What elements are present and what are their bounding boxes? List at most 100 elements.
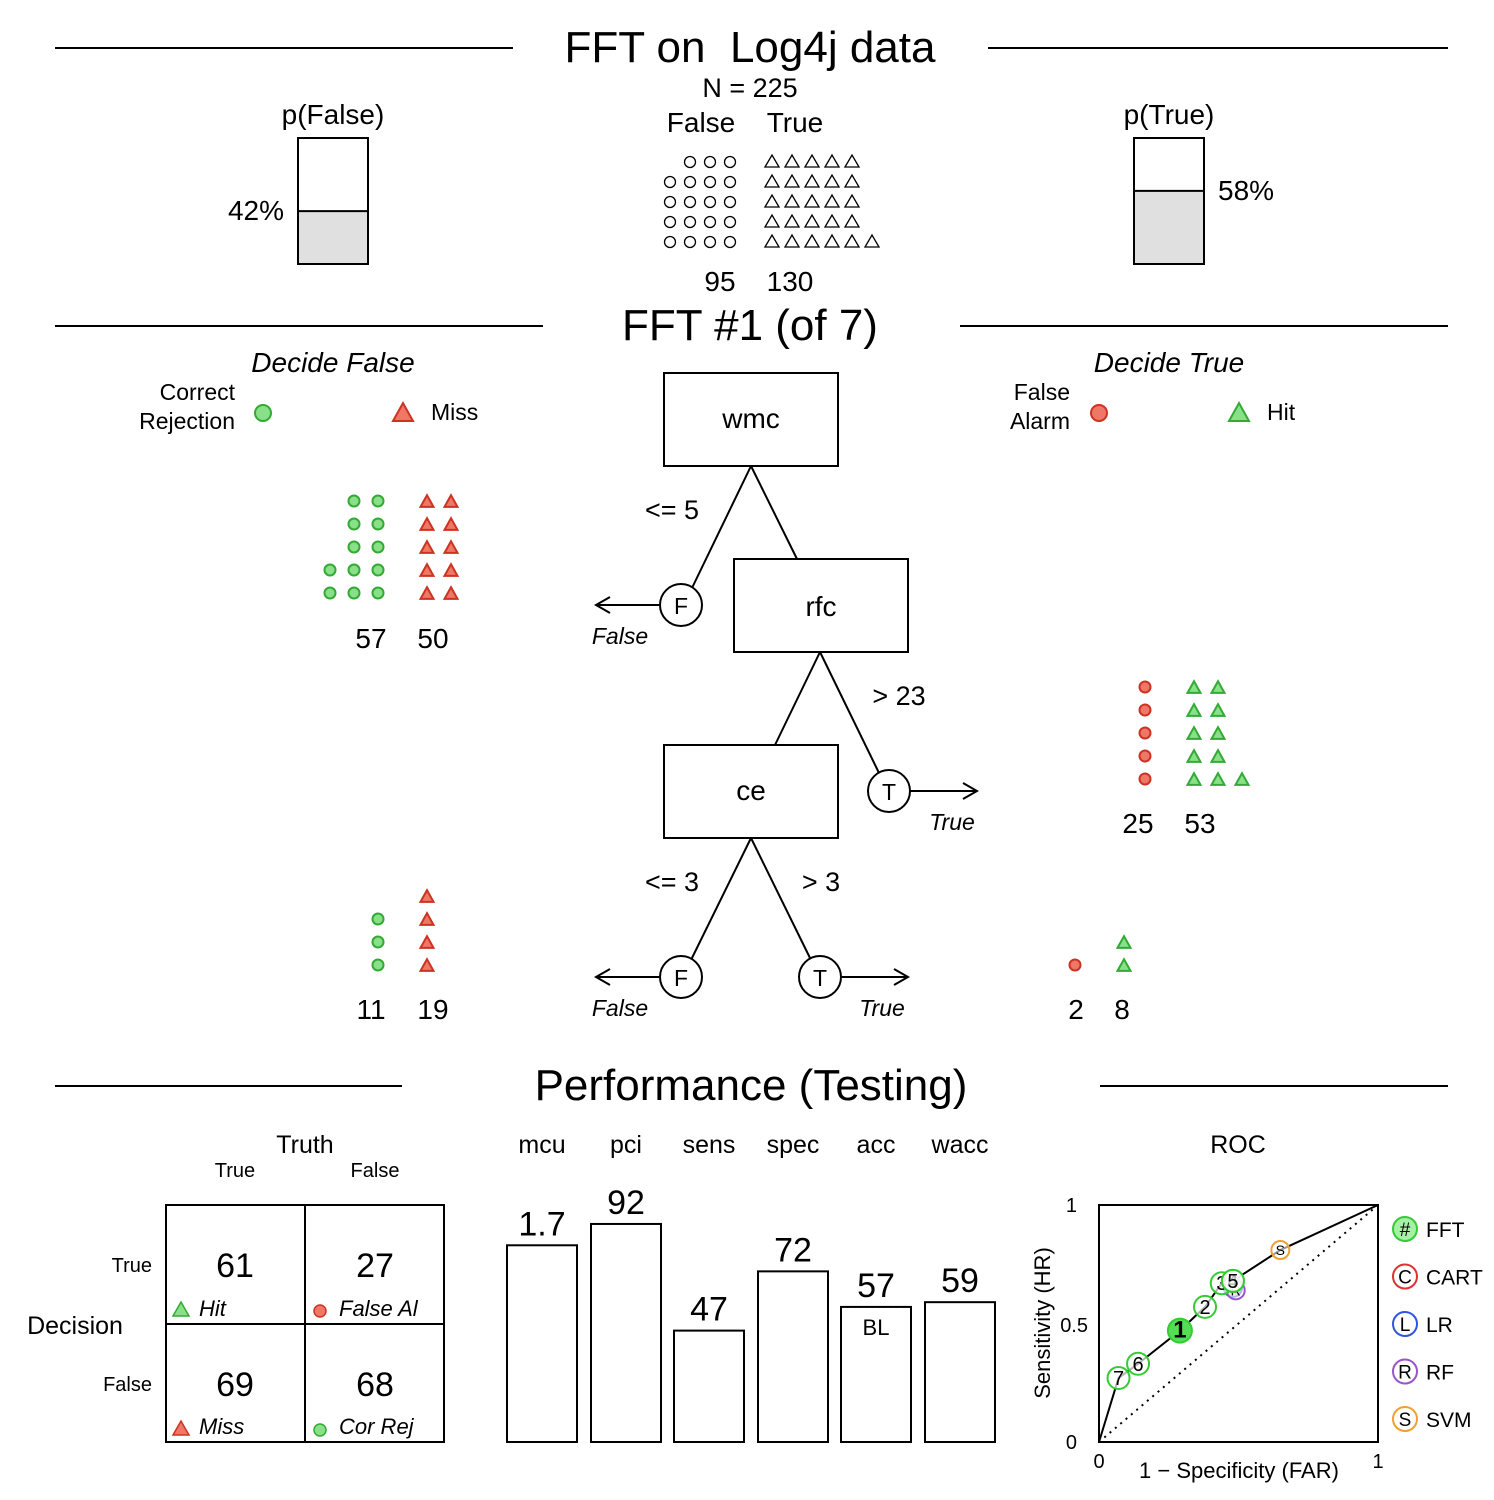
roc-ytick-0: 0 [1066, 1432, 1077, 1454]
true-class-triangle-icon [863, 233, 881, 248]
false-class-circle-icon [723, 235, 737, 249]
roc-xtick-0: 0 [1093, 1451, 1104, 1473]
decide-true-label: Decide True [1094, 347, 1244, 378]
false-class-circle-icon [703, 235, 717, 249]
exit-1-false-circle [659, 583, 703, 627]
cm-hit-label: Hit [199, 1296, 227, 1321]
node-label-wmc: wmc [721, 403, 780, 434]
roc-plot-box [1098, 1204, 1379, 1443]
bar-value-wacc: 59 [941, 1262, 979, 1300]
exit-3-true-letter: T [813, 965, 827, 991]
roc-point-label-svm: S [1276, 1242, 1285, 1258]
hit-icon [1209, 748, 1227, 763]
false-class-circle-icon [663, 215, 677, 229]
bar-header-sens: sens [683, 1131, 736, 1159]
true-class-triangle-icon [843, 153, 861, 168]
bar-acc [840, 1305, 912, 1444]
true-class-triangle-icon [843, 213, 861, 228]
roc-ytick-05: 0.5 [1060, 1315, 1088, 1337]
false-class-circle-icon [723, 155, 737, 169]
bar-header-spec: spec [767, 1131, 820, 1159]
cm-hit-value: 61 [216, 1247, 254, 1285]
false-class-circle-icon [683, 175, 697, 189]
bar-header-pci: pci [610, 1131, 642, 1159]
exit-3-false-label: False [592, 995, 648, 1021]
correct-rejection-icon [371, 494, 385, 508]
true-class-triangle-icon [803, 173, 821, 188]
miss-icon [442, 493, 460, 508]
exit-2-true-letter: T [882, 779, 896, 805]
false-class-circle-icon [703, 195, 717, 209]
exit-3-count-left: 11 [356, 994, 385, 1025]
roc-ytick-1: 1 [1066, 1195, 1077, 1217]
exit-2-count-left: 25 [1122, 808, 1153, 839]
exit-1-count-left: 57 [355, 623, 386, 654]
correct-rejection-icon [371, 935, 385, 949]
main-title: FFT on Log4j data [565, 23, 937, 72]
bar-value-spec: 72 [774, 1231, 812, 1269]
miss-icon [442, 516, 460, 531]
bar-spec [757, 1270, 829, 1443]
true-class-triangle-icon [843, 233, 861, 248]
hit-icon [1233, 771, 1251, 786]
roc-legend-svm-label: SVM [1426, 1409, 1472, 1432]
roc-xlabel: 1 − Specificity (FAR) [1139, 1458, 1339, 1483]
exit-3-count-right: 19 [417, 994, 448, 1025]
roc-legend: # FFT C CART L LR R RF S SVM [1392, 1216, 1483, 1432]
correct-rejection-icon [323, 586, 337, 600]
false-class-circle-icon [683, 215, 697, 229]
roc-point-fft-7 [1106, 1366, 1131, 1391]
miss-icon [418, 934, 436, 949]
exit-2-count-right: 53 [1184, 808, 1215, 839]
hit-icon [1209, 679, 1227, 694]
cond-rfc-true: > 23 [872, 681, 925, 711]
hit-icon [1185, 748, 1203, 763]
exit-2-true-label: True [929, 809, 975, 835]
cm-miss-label: Miss [199, 1414, 244, 1439]
miss-icon [418, 539, 436, 554]
exit-1-count-right: 50 [417, 623, 448, 654]
correct-rejection-icon [371, 586, 385, 600]
roc-diagonal [1098, 1204, 1379, 1443]
roc-point-label-fft-7: 7 [1113, 1368, 1124, 1390]
true-class-triangle-icon [823, 173, 841, 188]
legend-false-alarm: False Alarm [1010, 379, 1070, 434]
roc-legend-svm-symbol: S [1399, 1410, 1412, 1431]
true-class-triangle-icon [783, 173, 801, 188]
false-class-circle-icon [723, 215, 737, 229]
false-class-circle-icon [663, 195, 677, 209]
legend-false-alarm-icon [1090, 404, 1108, 422]
node-label-ce: ce [736, 775, 766, 806]
p-true-label: p(True) [1124, 99, 1215, 130]
false-class-circle-icon [723, 175, 737, 189]
roc-point-fft-5 [1220, 1268, 1245, 1293]
exit-1-false-letter: F [674, 593, 688, 619]
cm-decision-label: Decision [27, 1312, 123, 1340]
roc-legend-lr-icon [1392, 1311, 1418, 1337]
roc-legend-rf-symbol: R [1398, 1363, 1412, 1384]
correct-rejection-icon [347, 540, 361, 554]
exit-2-icon-array [1138, 679, 1251, 786]
node-box-wmc [663, 372, 839, 467]
roc-point-label-fft-6: 6 [1132, 1354, 1143, 1376]
hit-icon [1185, 679, 1203, 694]
legend-correct-rejection: Correct Rejection [139, 379, 235, 434]
cm-cr-label: Cor Rej [339, 1414, 415, 1439]
false-class-circle-icon [683, 195, 697, 209]
roc-legend-lr-label: LR [1426, 1314, 1453, 1337]
p-true-box [1133, 137, 1205, 265]
hit-icon [1209, 725, 1227, 740]
roc-legend-cart-label: CART [1426, 1267, 1483, 1290]
true-class-triangle-icon [763, 213, 781, 228]
roc-legend-rf-label: RF [1426, 1362, 1454, 1385]
correct-rejection-icon [323, 563, 337, 577]
miss-icon [442, 585, 460, 600]
hit-icon [1185, 725, 1203, 740]
true-class-triangle-icon [783, 233, 801, 248]
correct-rejection-icon [371, 540, 385, 554]
exit-4-count-right: 8 [1114, 994, 1130, 1025]
cm-fa-value: 27 [356, 1247, 394, 1285]
roc-point-label-fft-5: 5 [1227, 1271, 1238, 1293]
exit-3-true-circle [798, 955, 842, 999]
